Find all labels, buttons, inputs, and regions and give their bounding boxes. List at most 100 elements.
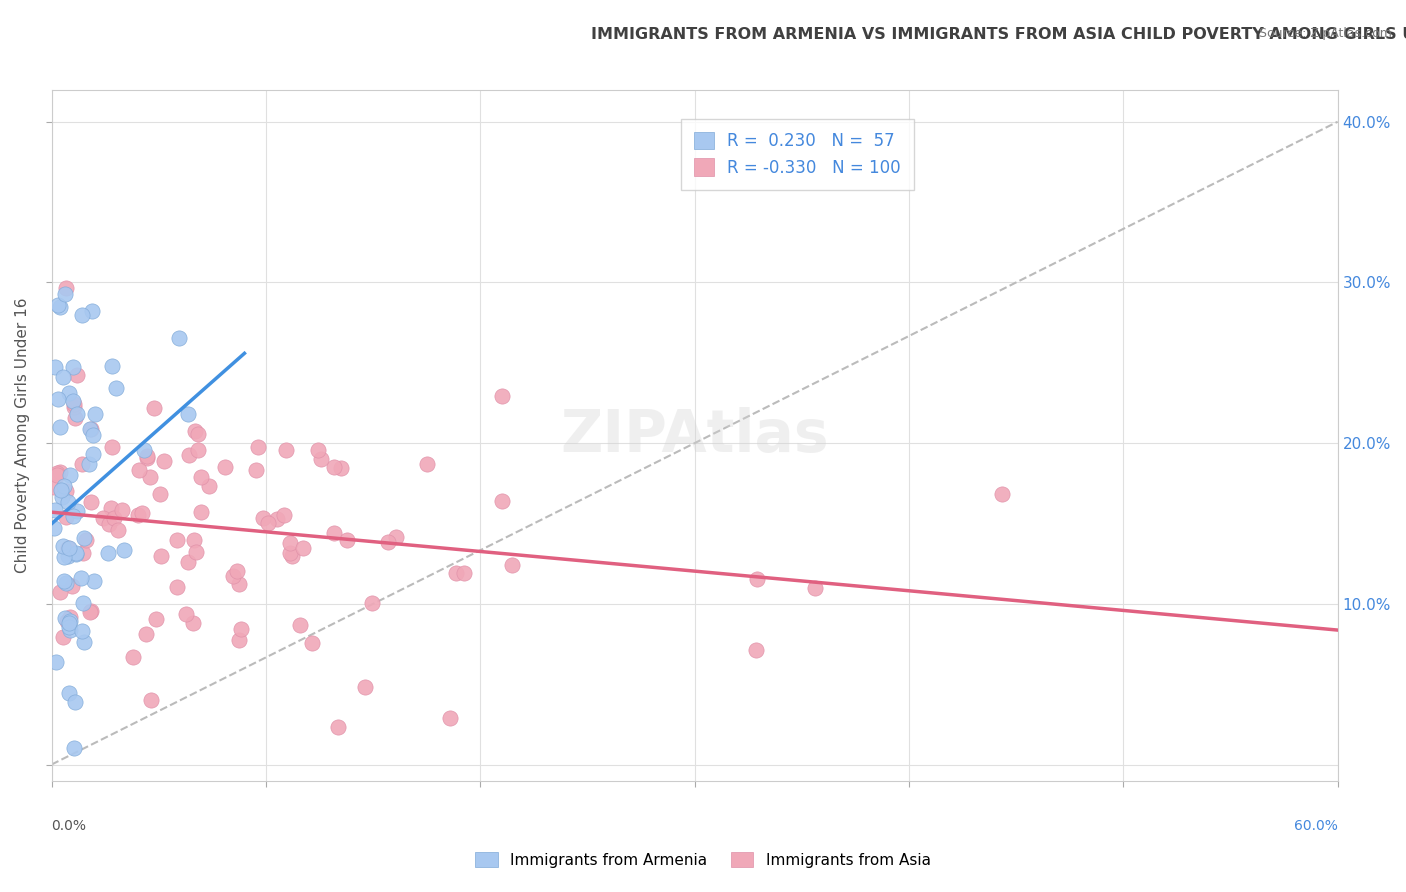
- Text: Source: ZipAtlas.com: Source: ZipAtlas.com: [1258, 27, 1392, 40]
- Point: [385, 530, 408, 544]
- Point: [62, 394, 84, 409]
- Point: [103, 511, 125, 525]
- Point: [58, 541, 80, 555]
- Point: [246, 440, 269, 454]
- Point: [42, 521, 65, 535]
- Point: [66, 368, 89, 382]
- Point: [49, 483, 72, 498]
- Point: [59, 467, 82, 482]
- Point: [101, 359, 124, 373]
- Point: [804, 581, 827, 595]
- Point: [58, 616, 80, 631]
- Point: [75, 533, 97, 548]
- Point: [307, 443, 329, 458]
- Point: [100, 500, 122, 515]
- Point: [65, 546, 87, 560]
- Point: [274, 443, 297, 458]
- Point: [62, 359, 84, 374]
- Point: [101, 440, 124, 454]
- Point: [176, 555, 198, 569]
- Point: [46, 298, 69, 312]
- Point: [49, 419, 72, 434]
- Point: [72, 531, 94, 545]
- Point: [187, 426, 209, 441]
- Point: [214, 459, 236, 474]
- Point: [288, 618, 311, 632]
- Point: [63, 695, 86, 709]
- Point: [122, 649, 145, 664]
- Point: [82, 303, 104, 318]
- Point: [187, 442, 209, 457]
- Point: [44, 502, 66, 516]
- Point: [991, 487, 1014, 501]
- Point: [97, 546, 120, 560]
- Point: [83, 574, 105, 588]
- Point: [107, 523, 129, 537]
- Point: [322, 526, 344, 541]
- Point: [105, 381, 128, 395]
- Point: [63, 741, 86, 756]
- Point: [72, 546, 94, 560]
- Point: [150, 549, 173, 563]
- Point: [53, 287, 76, 301]
- Point: [177, 448, 200, 462]
- Point: [65, 547, 87, 561]
- Point: [744, 643, 766, 657]
- Point: [245, 463, 267, 477]
- Point: [66, 504, 89, 518]
- Point: [55, 484, 77, 499]
- Point: [83, 407, 105, 421]
- Point: [52, 539, 75, 553]
- Text: 0.0%: 0.0%: [52, 819, 87, 832]
- Point: [174, 607, 197, 621]
- Point: [136, 450, 159, 465]
- Point: [58, 386, 80, 401]
- Text: ZIPAtlas: ZIPAtlas: [560, 407, 830, 464]
- Y-axis label: Child Poverty Among Girls Under 16: Child Poverty Among Girls Under 16: [15, 297, 30, 573]
- Point: [135, 627, 157, 641]
- Point: [59, 614, 82, 628]
- Point: [127, 508, 149, 522]
- Point: [49, 465, 72, 479]
- Point: [49, 300, 72, 314]
- Point: [70, 624, 93, 639]
- Point: [58, 541, 80, 555]
- Point: [59, 610, 82, 624]
- Point: [153, 454, 176, 468]
- Point: [49, 584, 72, 599]
- Point: [453, 566, 475, 581]
- Legend: R =  0.230   N =  57, R = -0.330   N = 100: R = 0.230 N = 57, R = -0.330 N = 100: [681, 119, 914, 190]
- Point: [301, 636, 323, 650]
- Point: [491, 494, 513, 508]
- Point: [501, 558, 523, 573]
- Point: [80, 604, 103, 618]
- Legend: Immigrants from Armenia, Immigrants from Asia: Immigrants from Armenia, Immigrants from…: [468, 844, 938, 875]
- Point: [59, 623, 82, 637]
- Point: [309, 452, 332, 467]
- Point: [323, 460, 346, 475]
- Point: [70, 571, 93, 585]
- Point: [58, 686, 80, 700]
- Point: [134, 442, 156, 457]
- Point: [183, 424, 205, 438]
- Point: [63, 400, 86, 414]
- Point: [82, 427, 104, 442]
- Point: [80, 495, 103, 509]
- Point: [491, 389, 513, 403]
- Point: [79, 422, 101, 436]
- Point: [143, 401, 166, 416]
- Point: [56, 494, 79, 508]
- Point: [198, 479, 221, 493]
- Point: [45, 467, 67, 481]
- Point: [44, 359, 66, 374]
- Point: [73, 634, 96, 648]
- Point: [166, 580, 188, 594]
- Point: [278, 546, 301, 560]
- Point: [280, 536, 302, 550]
- Point: [336, 533, 359, 547]
- Point: [326, 720, 349, 734]
- Point: [91, 511, 114, 525]
- Point: [329, 461, 352, 475]
- Point: [266, 511, 288, 525]
- Point: [56, 549, 79, 564]
